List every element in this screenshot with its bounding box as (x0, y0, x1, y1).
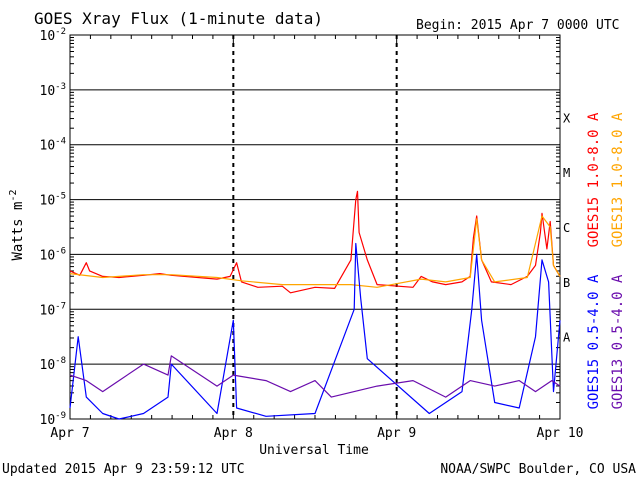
y-axis-label: Watts m-2 (8, 189, 26, 260)
y-tick-base: 10 (40, 358, 56, 373)
y-tick-base: 10 (40, 84, 56, 99)
flare-class-labels: A B C M X (563, 111, 571, 344)
legend-label: GOES13 0.5-4.0 A (610, 274, 626, 409)
y-tick-exponent: -3 (55, 82, 66, 92)
x-tick-label: Apr 7 (50, 426, 89, 441)
y-tick-base: 10 (40, 248, 56, 263)
x-tick-label: Apr 10 (537, 426, 584, 441)
y-tick-label: 10-7 (40, 301, 67, 318)
x-tick-label: Apr 8 (214, 426, 253, 441)
legend-entry: GOES13 1.0-8.0 A (610, 112, 626, 247)
credit-label: NOAA/SWPC Boulder, CO USA (440, 462, 636, 477)
y-tick-label: 10-4 (40, 137, 67, 154)
y-axis-label-group: Watts m-2 (8, 189, 26, 260)
y-tick-label: 10-9 (40, 411, 67, 428)
y-tick-label: 10-3 (40, 82, 67, 99)
gridlines (70, 34, 560, 420)
x-tick-label: Apr 9 (377, 426, 416, 441)
y-tick-label: 10-5 (40, 192, 67, 209)
y-tick-base: 10 (40, 194, 56, 209)
flare-class-label: C (563, 221, 570, 235)
flare-class-label: B (563, 276, 570, 290)
legend-label: GOES15 0.5-4.0 A (586, 274, 602, 409)
series-layer (69, 190, 561, 420)
y-tick-exponent: -9 (55, 411, 66, 421)
series-line-2 (69, 215, 561, 288)
y-tick-base: 10 (40, 139, 56, 154)
y-tick-exponent: -6 (55, 246, 66, 256)
y-tick-labels: 10-910-810-710-610-510-410-310-2 (40, 27, 67, 428)
y-tick-exponent: -4 (55, 137, 66, 147)
y-axis-label-text: Watts m (10, 202, 26, 261)
y-tick-exponent: -7 (55, 301, 66, 311)
legend-label: GOES13 1.0-8.0 A (610, 112, 626, 247)
x-tick-labels: Apr 7 Apr 8 Apr 9 Apr 10 (50, 426, 583, 441)
flare-class-label: X (563, 111, 571, 125)
y-tick-base: 10 (40, 413, 56, 428)
legend-entry: GOES15 0.5-4.0 A (586, 274, 602, 409)
y-tick-exponent: -2 (55, 27, 66, 37)
y-tick-base: 10 (40, 29, 56, 44)
y-tick-label: 10-6 (40, 246, 67, 263)
chart-title: GOES Xray Flux (1-minute data) (34, 9, 323, 28)
y-axis-label-exponent: -2 (8, 189, 19, 201)
y-tick-base: 10 (40, 303, 56, 318)
y-tick-label: 10-8 (40, 356, 67, 373)
y-tick-exponent: -5 (55, 192, 66, 202)
series-line-4 (69, 355, 561, 398)
y-tick-exponent: -8 (55, 356, 66, 366)
legend-entry: GOES13 0.5-4.0 A (610, 274, 626, 409)
y-tick-label: 10-2 (40, 27, 67, 44)
x-axis-label: Universal Time (259, 443, 369, 458)
legend-label: GOES15 1.0-8.0 A (586, 112, 602, 247)
flare-class-label: A (563, 331, 571, 345)
legend-entry: GOES15 1.0-8.0 A (586, 112, 602, 247)
flare-class-label: M (563, 166, 570, 180)
plot-frame (69, 34, 561, 420)
updated-label: Updated 2015 Apr 9 23:59:12 UTC (2, 462, 245, 477)
day-dividers (232, 35, 398, 419)
begin-label: Begin: 2015 Apr 7 0000 UTC (416, 18, 620, 33)
legend: GOES15 1.0-8.0 A GOES13 1.0-8.0 A GOES15 0… (586, 112, 626, 409)
